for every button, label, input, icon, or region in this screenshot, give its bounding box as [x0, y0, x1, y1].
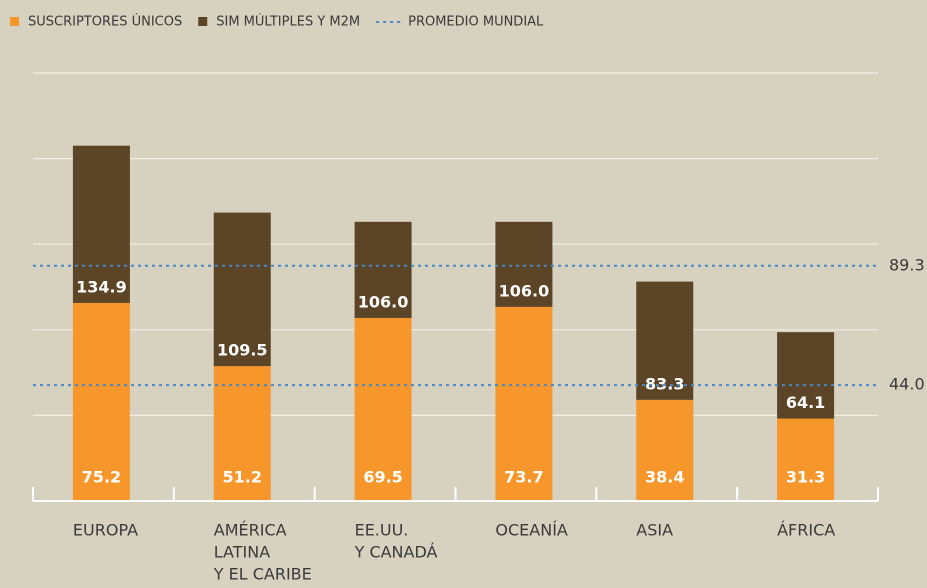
reference-label: 89.3 [889, 255, 925, 274]
value-label: 31.3 [786, 468, 825, 487]
x-tick-label: EE.UU. [355, 521, 409, 540]
bar-segment [636, 399, 694, 501]
total-label: 106.0 [358, 292, 409, 311]
bar-segment [354, 317, 412, 501]
legend-swatch [10, 17, 19, 26]
bar-segment [777, 332, 835, 419]
total-label: 134.9 [76, 277, 127, 296]
value-label: 73.7 [504, 468, 543, 487]
value-label: 51.2 [223, 468, 262, 487]
bar-segment [213, 212, 271, 367]
x-tick-label: Y EL CARIBE [213, 565, 312, 584]
reference-label: 44.0 [889, 375, 925, 394]
x-tick-label: ASIA [636, 521, 673, 540]
bar-segment [495, 306, 553, 501]
x-tick-label: AMÉRICA [214, 521, 287, 540]
total-label: 106.0 [499, 281, 550, 300]
total-label: 64.1 [786, 393, 825, 412]
value-label: 69.5 [363, 468, 402, 487]
x-tick-label: Y CANADÁ [354, 543, 438, 562]
value-label: 75.2 [82, 468, 121, 487]
bar-segment [636, 281, 694, 400]
bar-segment [495, 221, 553, 307]
legend-swatch [198, 17, 208, 26]
value-label: 38.4 [645, 468, 684, 487]
x-tick-label: OCEANÍA [495, 521, 568, 540]
bar-segment [72, 302, 130, 501]
total-label: 83.3 [645, 374, 684, 393]
x-tick-label: ÁFRICA [777, 521, 835, 540]
total-label: 109.5 [217, 341, 268, 360]
legend-label: SIM MÚLTIPLES Y M2M [216, 14, 360, 30]
x-tick-label: LATINA [214, 543, 270, 562]
legend-label: SUSCRIPTORES ÚNICOS [28, 14, 182, 30]
bar-segment [354, 221, 412, 318]
bar-segment [777, 418, 835, 501]
legend-label: PROMEDIO MUNDIAL [408, 15, 544, 30]
x-tick-label: EUROPA [73, 521, 138, 540]
bar-segment [72, 145, 130, 303]
bar-segment [213, 366, 271, 501]
